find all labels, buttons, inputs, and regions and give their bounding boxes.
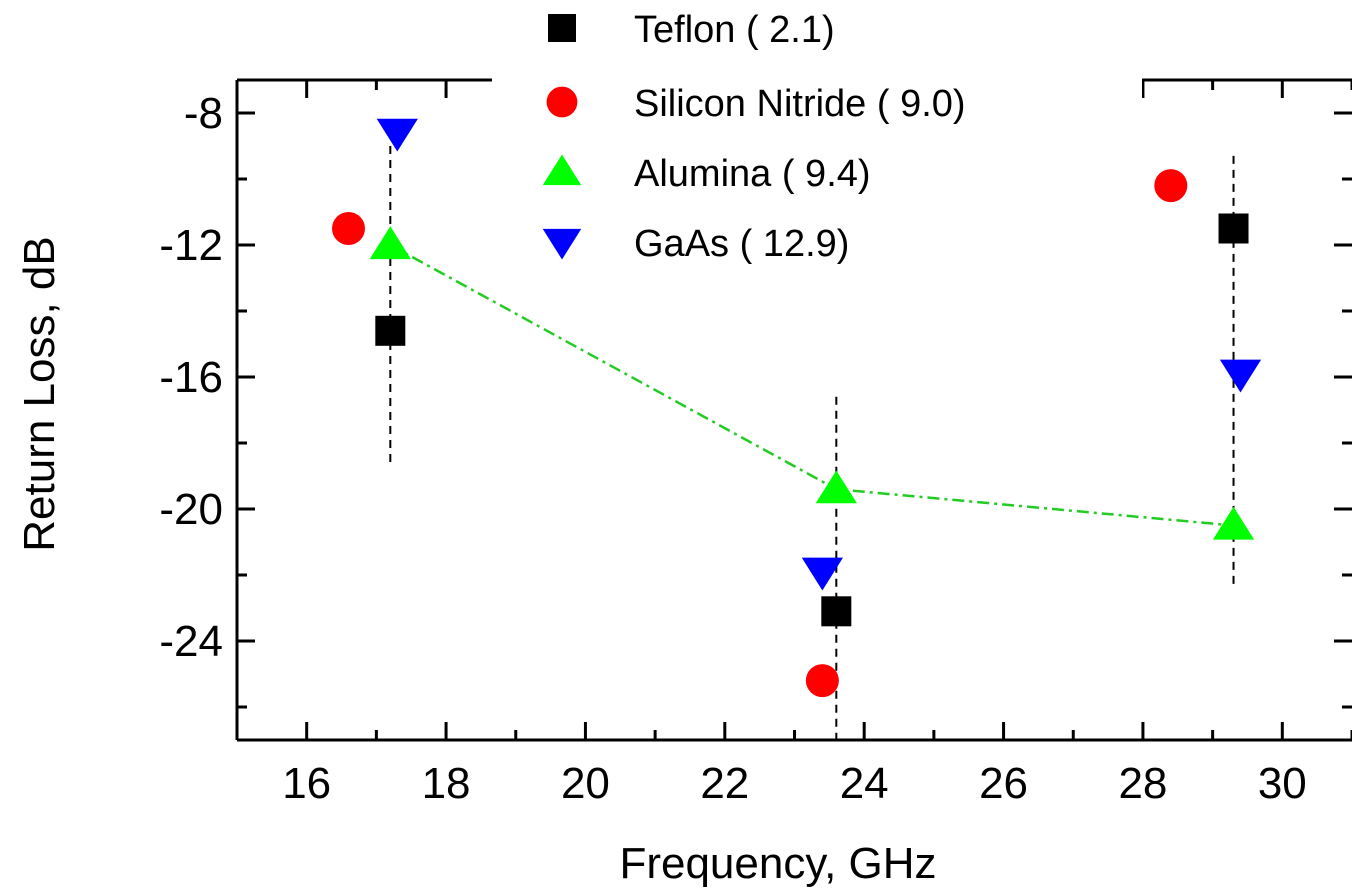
gaas-point <box>376 118 418 152</box>
silicon-nitride-point <box>805 664 839 698</box>
x-tick-label: 18 <box>422 759 471 808</box>
legend-label-gaas: GaAs ( 12.9) <box>634 223 849 265</box>
x-tick-label: 16 <box>282 759 331 808</box>
y-tick-label: -12 <box>159 221 223 270</box>
y-tick-label: -8 <box>184 89 223 138</box>
alumina-point <box>1212 506 1255 540</box>
y-tick-label: -24 <box>159 617 223 666</box>
legend-marker-alumina <box>542 154 582 186</box>
y-tick-label: -20 <box>159 485 223 534</box>
legend-marker-gaas <box>542 228 582 260</box>
legend: Teflon ( 2.1) Silicon Nitride ( 9.0) Alumi… <box>542 9 966 265</box>
legend-label-alumina: Alumina ( 9.4) <box>634 153 871 195</box>
alumina-trend-line <box>389 243 1234 527</box>
y-axis-title: Return Loss, dB <box>15 236 64 552</box>
x-tick-label: 26 <box>979 759 1028 808</box>
alumina-point <box>815 470 857 504</box>
x-tick-label: 30 <box>1258 759 1307 808</box>
x-tick-label: 28 <box>1118 759 1167 808</box>
teflon-point <box>375 315 406 346</box>
legend-label-silicon-nitride: Silicon Nitride ( 9.0) <box>634 83 966 125</box>
silicon-nitride-point <box>1154 169 1188 203</box>
legend-label-teflon: Teflon ( 2.1) <box>634 9 835 51</box>
y-tick-label: -16 <box>159 353 223 402</box>
legend-background <box>492 0 1142 270</box>
gaas-point <box>801 557 843 591</box>
legend-marker-silicon-nitride <box>546 86 578 118</box>
teflon-point <box>1218 213 1249 244</box>
legend-marker-teflon <box>548 14 576 42</box>
axis-ticks: 16 18 20 22 24 26 28 30 -8 -12 -16 -20 -24 <box>159 80 1352 808</box>
x-tick-label: 22 <box>700 759 749 808</box>
teflon-point <box>821 596 852 627</box>
x-tick-label: 20 <box>561 759 610 808</box>
silicon-nitride-point <box>332 212 365 245</box>
x-tick-label: 24 <box>840 759 889 808</box>
alumina-point <box>369 226 411 260</box>
data-markers <box>332 118 1262 698</box>
alumina-trend-line-group <box>389 243 1234 527</box>
x-axis-title: Frequency, GHz <box>619 839 936 888</box>
gaas-point <box>1219 359 1262 393</box>
